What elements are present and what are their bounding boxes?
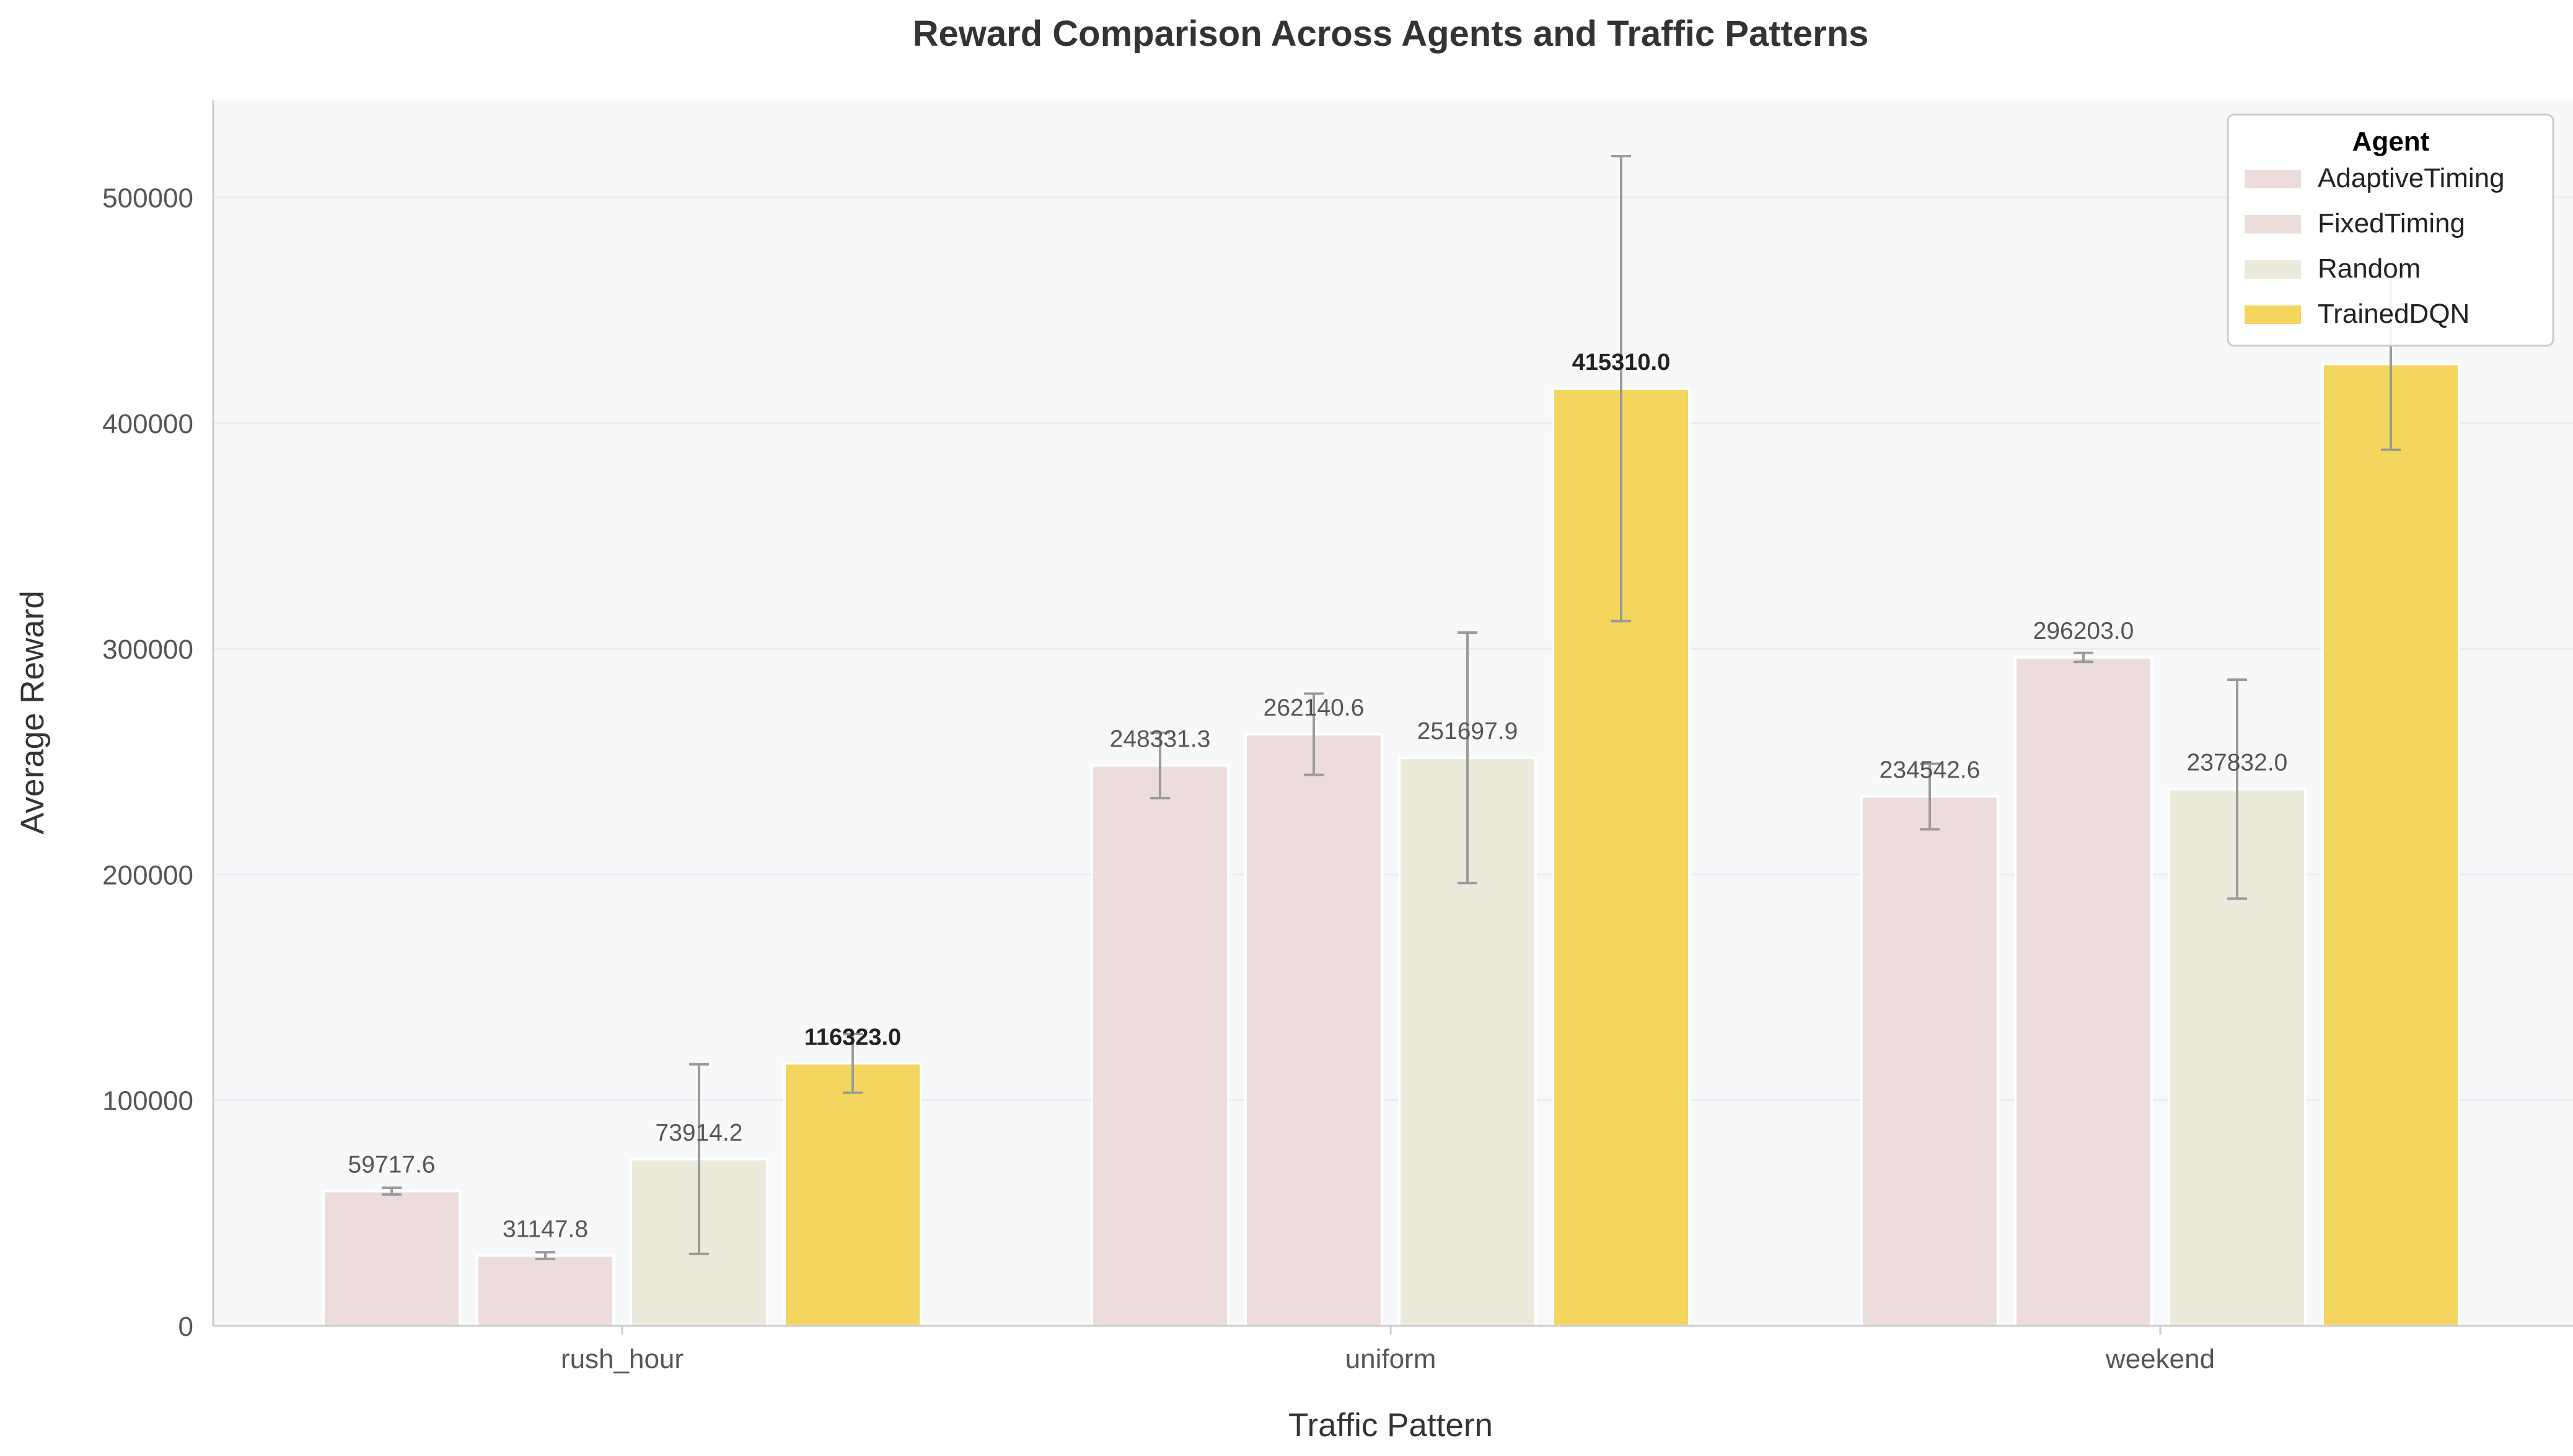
data-label: 251697.9 xyxy=(1417,718,1518,745)
data-label: 73914.2 xyxy=(656,1120,743,1146)
bar xyxy=(2014,656,2153,1327)
legend-item-label: Random xyxy=(2318,253,2421,284)
bar xyxy=(1091,764,1229,1327)
legend-box xyxy=(2227,113,2554,347)
axis-ticks: 0 100000 200000 300000 400000 500000 rush_hour… xyxy=(102,183,2215,1374)
legend: Agent AdaptiveTiming FixedTiming Random Tra… xyxy=(2227,113,2554,347)
bar xyxy=(322,1190,461,1328)
x-tick-label: uniform xyxy=(1345,1344,1436,1374)
data-label: 262140.6 xyxy=(1264,695,1365,721)
y-tick-label: 500000 xyxy=(102,183,193,214)
bar xyxy=(476,1254,615,1327)
legend-item-label: AdaptiveTiming xyxy=(2318,163,2505,193)
chart-title: Reward Comparison Across Agents and Traf… xyxy=(913,14,1869,54)
x-tick-label: rush_hour xyxy=(561,1344,684,1374)
legend-swatch xyxy=(2245,260,2301,279)
x-tick-label: weekend xyxy=(2105,1344,2215,1374)
legend-swatch xyxy=(2245,170,2301,188)
data-label: 31147.8 xyxy=(503,1216,588,1243)
bar xyxy=(1244,733,1383,1327)
y-tick-label: 200000 xyxy=(102,860,193,890)
data-label: 237832.0 xyxy=(2187,750,2288,776)
legend-title: Agent xyxy=(2352,126,2430,157)
data-label: 59717.6 xyxy=(348,1151,436,1178)
legend-item-label: FixedTiming xyxy=(2318,208,2465,239)
bars xyxy=(322,362,2460,1328)
y-tick-label: 100000 xyxy=(102,1086,193,1116)
x-axis-label: Traffic Pattern xyxy=(1288,1407,1493,1444)
y-axis-label: Average Reward xyxy=(14,590,51,835)
data-label: 415310.0 xyxy=(1572,349,1671,375)
y-tick-label: 0 xyxy=(178,1312,193,1342)
bar xyxy=(2321,362,2460,1327)
y-tick-label: 300000 xyxy=(102,634,193,665)
data-label: 296203.0 xyxy=(2033,618,2134,644)
data-labels: 59717.6 248331.3 234542.6 31147.8 262140.6 29… xyxy=(348,349,2288,1242)
data-label: 116323.0 xyxy=(804,1024,901,1050)
y-tick-label: 400000 xyxy=(102,409,193,439)
data-label: 248331.3 xyxy=(1110,726,1211,752)
bar xyxy=(783,1062,922,1327)
legend-swatch xyxy=(2245,305,2301,324)
legend-item-label: TrainedDQN xyxy=(2318,299,2470,329)
legend-items: AdaptiveTiming FixedTiming Random TrainedDQ… xyxy=(2245,163,2505,329)
data-label: 234542.6 xyxy=(1880,757,1981,784)
bar xyxy=(1860,795,1999,1327)
legend-swatch xyxy=(2245,215,2301,234)
